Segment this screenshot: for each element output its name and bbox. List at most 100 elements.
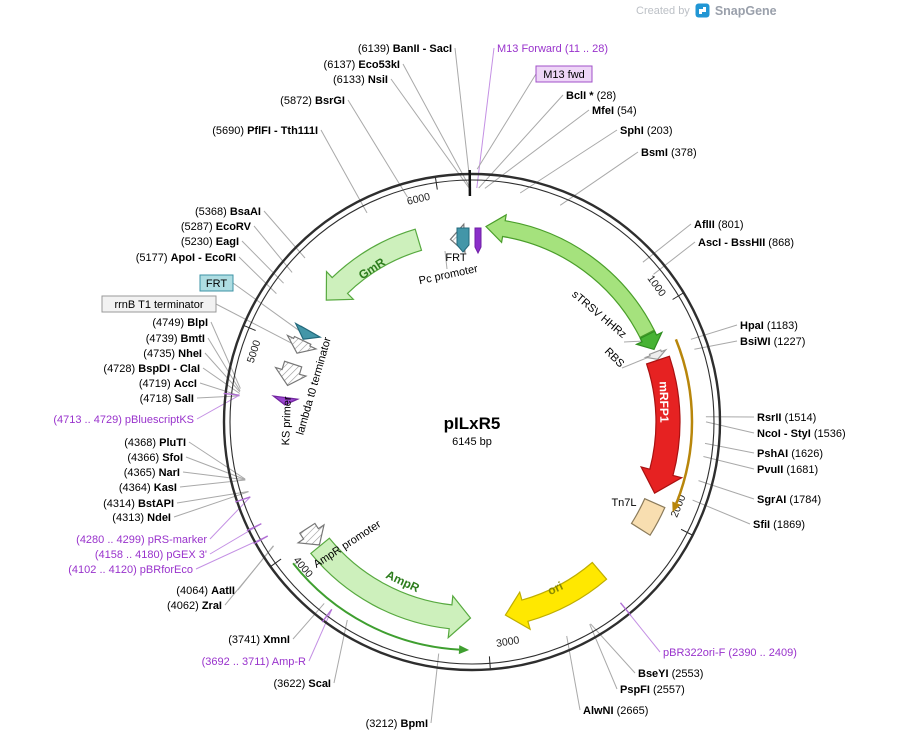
site-label-ndei[interactable]: (4313) NdeI [112,512,171,524]
feature-label-frt[interactable]: FRT [445,252,466,264]
site-label-bseyi[interactable]: BseYI (2553) [638,668,703,680]
feature-gmr[interactable] [325,228,423,301]
plasmid-size: 6145 bp [452,436,492,448]
feature-frt-left[interactable] [294,322,322,340]
m13-fwd-primer-marker[interactable] [474,227,482,255]
feature-label-rbs[interactable]: RBS [602,346,626,370]
feature-ampr[interactable] [309,537,472,640]
site-label-apoi-ecori[interactable]: (5177) ApoI - EcoRI [136,252,236,264]
site-label-mfei[interactable]: MfeI (54) [592,105,637,117]
feature-ampr-outline[interactable] [292,562,460,651]
primer-label-pgex-3[interactable]: (4158 .. 4180) pGEX 3' [95,549,207,561]
site-label-sgrai[interactable]: SgrAI (1784) [757,494,821,506]
callout-sphi [519,129,618,194]
feature-box-label-frt: FRT [206,278,227,290]
site-label-ncoi-styi[interactable]: NcoI - StyI (1536) [757,428,846,440]
feature-tn7l[interactable] [630,497,666,537]
site-label-bsaai[interactable]: (5368) BsaAI [195,206,261,218]
site-label-bcli[interactable]: BclI * (28) [566,90,616,102]
site-label-zrai[interactable]: (4062) ZraI [167,600,222,612]
feature-ampr-outline-head[interactable] [458,645,470,655]
frt-site-marker-top[interactable] [456,227,470,253]
site-label-banii-saci[interactable]: (6139) BanII - SacI [358,43,452,55]
site-label-sphi[interactable]: SphI (203) [620,125,673,137]
feature-rbs[interactable] [643,348,668,360]
site-label-scai[interactable]: (3622) ScaI [274,678,332,690]
site-label-pflfi-tth111i[interactable]: (5690) PflFI - Tth111I [212,125,318,137]
callout-nari [182,471,246,481]
primer-label-pbr322ori-f[interactable]: pBR322ori-F (2390 .. 2409) [663,647,797,659]
callout-pspfi [589,624,618,690]
primer-label-m13-forward[interactable]: M13 Forward (11 .. 28) [497,43,608,55]
site-label-pshai[interactable]: PshAI (1626) [757,448,823,460]
feature-box-frt[interactable] [199,274,234,292]
site-label-nari[interactable]: (4365) NarI [124,467,180,479]
site-label-bsrgi[interactable]: (5872) BsrGI [280,95,345,107]
site-label-bmti[interactable]: (4739) BmtI [146,333,205,345]
site-label-nsii[interactable]: (6133) NsiI [333,74,388,86]
feature-lambda-t0-terminator[interactable] [274,360,308,387]
plasmid-backbone-outer [222,172,722,672]
primer-label-pbluescriptks[interactable]: (4713 .. 4729) pBluescriptKS [53,414,194,426]
scale-tick-6000 [434,177,438,190]
site-label-bsmi[interactable]: BsmI (378) [641,147,697,159]
site-label-nhei[interactable]: (4735) NheI [143,348,202,360]
site-label-acci[interactable]: (4719) AccI [139,378,197,390]
feature-strsv-hhrz[interactable] [634,330,664,351]
feature-box-label-rrnb-t1-terminator: rrnB T1 terminator [114,299,203,311]
scale-label-3000: 3000 [495,634,520,650]
site-label-bsiwi[interactable]: BsiWI (1227) [740,336,805,348]
site-label-eagi[interactable]: (5230) EagI [181,236,239,248]
primer-tick-pbr322ori-f [619,602,632,616]
site-label-kasi[interactable]: (4364) KasI [119,482,177,494]
site-label-ecorv[interactable]: (5287) EcoRV [181,221,252,233]
callout-alwni [566,635,581,711]
feature-gene-outline-right[interactable] [674,338,694,504]
callout-pflfi-tth111i [320,129,368,214]
site-label-bpmi[interactable]: (3212) BpmI [366,718,428,730]
site-label-aflii[interactable]: AflII (801) [694,219,744,231]
site-label-rsrii[interactable]: RsrII (1514) [757,412,816,424]
feature-label-mrfp1[interactable]: mRFP1 [657,381,672,423]
callout-bmti [207,337,241,392]
site-label-bspdi-clai[interactable]: (4728) BspDI - ClaI [103,363,200,375]
site-label-hpai[interactable]: HpaI (1183) [740,320,798,332]
site-label-xmni[interactable]: (3741) XmnI [228,634,290,646]
site-label-pvuii[interactable]: PvuII (1681) [757,464,818,476]
scale-tick-5000 [243,325,256,331]
feature-mrfp1[interactable] [639,355,684,495]
feature-label-ks-primer[interactable]: KS primer [280,396,294,446]
feature-unnamed-upstream-arrow[interactable] [485,213,656,339]
callout-bcli [478,94,564,189]
site-label-pluti[interactable]: (4368) PluTI [124,437,186,449]
feature-label-tn7l[interactable]: Tn7L [611,497,636,509]
site-label-eco53ki[interactable]: (6137) Eco53kI [324,59,400,71]
feature-ori[interactable] [504,561,608,631]
feature-ampr-promoter[interactable] [296,522,325,546]
feature-ks-primer[interactable] [271,395,300,406]
primer-label-pbrforeco[interactable]: (4102 .. 4120) pBRforEco [68,564,193,576]
site-label-aatii[interactable]: (4064) AatII [176,585,235,597]
feature-label-ori[interactable]: ori [545,579,565,598]
feature-rrnb-t1-terminator[interactable] [286,334,318,354]
primer-label-prs-marker[interactable]: (4280 .. 4299) pRS-marker [76,534,207,546]
label-line-2 [621,356,650,369]
site-label-blpi[interactable]: (4749) BlpI [152,317,208,329]
feature-box-rrnb-t1-terminator[interactable] [101,295,217,313]
feature-label-pc-promoter[interactable]: Pc promoter [418,263,479,287]
site-label-pspfi[interactable]: PspFI (2557) [620,684,685,696]
credit-prefix: Created by [636,4,690,17]
site-label-sfii[interactable]: SfiI (1869) [753,519,805,531]
feature-gene-outline-right-head[interactable] [672,501,681,513]
backbone-layer [222,172,722,672]
site-label-asci-bsshii[interactable]: AscI - BssHII (868) [698,237,794,249]
feature-box-m13-fwd[interactable] [535,65,593,83]
site-label-sfoi[interactable]: (4366) SfoI [127,452,183,464]
site-label-alwni[interactable]: AlwNI (2665) [583,705,648,717]
site-label-bstapi[interactable]: (4314) BstAPI [103,498,174,510]
primer-label-amp-r[interactable]: (3692 .. 3711) Amp-R [202,656,306,668]
site-label-sali[interactable]: (4718) SalI [140,393,194,405]
primer-tick-prs-marker [234,496,251,503]
callout-aflii [642,223,692,263]
callout-sgrai [698,480,755,500]
